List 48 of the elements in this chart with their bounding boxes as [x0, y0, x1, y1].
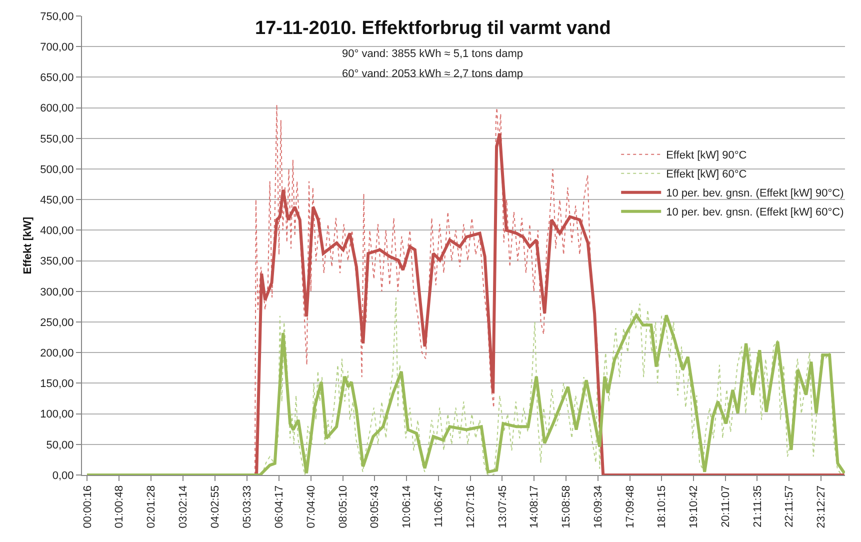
x-tick-label: 21:11:35: [752, 485, 764, 528]
x-tick-label: 07:04:40: [305, 485, 318, 528]
y-tick-label: 600,00: [40, 102, 74, 115]
x-tick-label: 03:02:14: [178, 485, 190, 528]
x-tick-label: 01:00:48: [114, 485, 126, 528]
chart-title: 17-11-2010. Effektforbrug til varmt vand: [255, 18, 611, 39]
x-tick-label: 13:07:45: [496, 485, 509, 528]
annotation: 60° vand: 2053 kWh ≈ 2,7 tons damp: [342, 68, 524, 80]
legend-label: Effekt [kW] 90°C: [666, 150, 747, 162]
x-tick-label: 14:08:17: [528, 485, 541, 528]
x-tick-label: 11:06:47: [433, 485, 446, 528]
y-tick-label: 350,00: [40, 256, 74, 268]
y-tick-label: 400,00: [40, 225, 74, 238]
y-tick-label: 700,00: [40, 41, 74, 54]
y-tick-label: 550,00: [40, 133, 74, 146]
x-tick-label: 12:07:16: [464, 485, 477, 528]
x-tick-label: 09:05:43: [369, 485, 382, 528]
y-tick-label: 200,00: [40, 347, 74, 360]
legend-label: Effekt [kW] 60°C: [666, 168, 747, 181]
x-tick-label: 17:09:48: [624, 485, 636, 528]
y-tick-label: 450,00: [40, 194, 74, 206]
legend-label: 10 per. bev. gnsn. (Effekt [kW] 90°C): [666, 188, 844, 200]
y-tick-label: 650,00: [40, 72, 74, 84]
x-tick-label: 00:00:16: [82, 485, 94, 528]
x-tick-label: 10:06:14: [401, 485, 414, 528]
y-tick-label: 50,00: [46, 439, 74, 452]
y-tick-label: 300,00: [40, 286, 74, 298]
x-tick-label: 16:09:34: [592, 485, 605, 528]
legend-label: 10 per. bev. gnsn. (Effekt [kW] 60°C): [666, 206, 844, 219]
x-tick-label: 19:10:42: [688, 485, 700, 528]
y-tick-label: 100,00: [40, 408, 74, 421]
annotation: 90° vand: 3855 kWh ≈ 5,1 tons damp: [342, 48, 524, 60]
x-tick-label: 18:10:15: [656, 485, 668, 528]
y-axis-title: Effekt [kW]: [22, 216, 34, 274]
x-tick-label: 20:11:07: [720, 485, 732, 528]
y-tick-label: 150,00: [40, 378, 74, 390]
x-tick-label: 15:08:58: [560, 485, 573, 528]
y-tick-label: 500,00: [40, 164, 74, 176]
y-tick-label: 250,00: [40, 316, 74, 329]
x-tick-label: 22:11:57: [784, 485, 796, 528]
y-tick-label: 750,00: [40, 10, 74, 23]
x-tick-label: 04:02:55: [210, 485, 222, 528]
x-tick-label: 05:03:33: [242, 485, 254, 528]
x-tick-label: 02:01:28: [146, 485, 158, 528]
x-tick-label: 23:12:27: [815, 485, 828, 528]
x-tick-label: 06:04:17: [274, 485, 286, 528]
x-tick-label: 08:05:10: [337, 485, 350, 528]
y-tick-label: 0,00: [52, 470, 74, 482]
